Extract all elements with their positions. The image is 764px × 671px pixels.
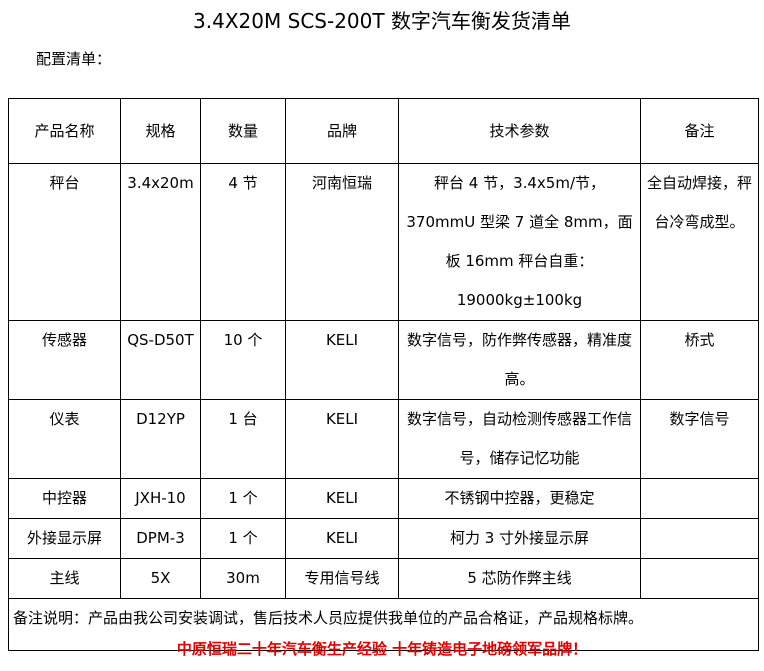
table-cell: 中控器 [8, 478, 121, 519]
table-row: 中控器 JXH-10 1 个 KELI 不锈钢中控器，更稳定 [8, 478, 759, 519]
table-cell: D12YP [120, 399, 201, 479]
table-cell: 全自动焊接，秤台冷弯成型。 [640, 163, 759, 321]
table-cell: 柯力 3 寸外接显示屏 [398, 518, 641, 559]
table-cell: 秤台 4 节，3.4x5m/节，370mmU 型梁 7 道全 8mm，面板 16… [398, 163, 641, 321]
table-cell: 不锈钢中控器，更稳定 [398, 478, 641, 519]
table-cell: QS-D50T [120, 320, 201, 400]
table-cell: 主线 [8, 558, 121, 599]
table-row: 传感器 QS-D50T 10 个 KELI 数字信号，防作弊传感器，精准度高。 桥式 [8, 320, 759, 400]
page-title: 3.4X20M SCS-200T 数字汽车衡发货清单 [193, 9, 571, 33]
table-cell: 数字信号 [640, 399, 759, 479]
table-cell: 1 个 [200, 478, 286, 519]
table-row: 仪表 D12YP 1 台 KELI 数字信号，自动检测传感器工作信号，储存记忆功能 数字信… [8, 399, 759, 479]
table-cell: 河南恒瑞 [285, 163, 399, 321]
table-cell: 3.4x20m [120, 163, 201, 321]
header-cell: 品牌 [285, 98, 399, 164]
table-cell: DPM-3 [120, 518, 201, 559]
table-cell: 5X [120, 558, 201, 599]
table-cell: 数字信号，自动检测传感器工作信号，储存记忆功能 [398, 399, 641, 479]
note-row: 备注说明：产品由我公司安装调试，售后技术人员应提供我单位的产品合格证，产品规格标… [8, 598, 759, 651]
table-cell: 1 个 [200, 518, 286, 559]
table-cell [640, 558, 759, 599]
table-cell: 传感器 [8, 320, 121, 400]
table-cell: 仪表 [8, 399, 121, 479]
table-row: 外接显示屏 DPM-3 1 个 KELI 柯力 3 寸外接显示屏 [8, 518, 759, 559]
table-cell: 30m [200, 558, 286, 599]
header-cell: 技术参数 [398, 98, 641, 164]
table-cell: KELI [285, 478, 399, 519]
table-cell: 数字信号，防作弊传感器，精准度高。 [398, 320, 641, 400]
table-cell: 10 个 [200, 320, 286, 400]
header-cell: 规格 [120, 98, 201, 164]
table-cell: 桥式 [640, 320, 759, 400]
table-cell: 外接显示屏 [8, 518, 121, 559]
table-row: 主线 5X 30m 专用信号线 5 芯防作弊主线 [8, 558, 759, 599]
table-cell: KELI [285, 320, 399, 400]
table-cell: KELI [285, 399, 399, 479]
header-cell: 数量 [200, 98, 286, 164]
table-header-row: 产品名称 规格 数量 品牌 技术参数 备注 [8, 98, 759, 164]
table-cell [640, 478, 759, 519]
table-row: 秤台 3.4x20m 4 节河南恒瑞 秤台 4 节，3.4x5m/节，370mmU 型… [8, 163, 759, 321]
note-text: 备注说明：产品由我公司安装调试，售后技术人员应提供我单位的产品合格证，产品规格标… [8, 598, 759, 651]
table-cell [640, 518, 759, 559]
table-cell: 4 节 [200, 163, 286, 321]
header-cell: 备注 [640, 98, 759, 164]
table-cell: JXH-10 [120, 478, 201, 519]
table-cell: 5 芯防作弊主线 [398, 558, 641, 599]
table-cell: 专用信号线 [285, 558, 399, 599]
section-label: 配置清单： [36, 50, 112, 68]
footer-slogan: 中原恒瑞二十年汽车衡生产经验 十年铸造电子地磅领军品牌！ [176, 640, 588, 658]
table-cell: KELI [285, 518, 399, 559]
table-cell: 1 台 [200, 399, 286, 479]
table-cell: 秤台 [8, 163, 121, 321]
header-cell: 产品名称 [8, 98, 121, 164]
shipping-list-table: 产品名称 规格 数量 品牌 技术参数 备注 秤台 3.4x20m 4 节河南恒瑞 秤台… [8, 98, 759, 651]
